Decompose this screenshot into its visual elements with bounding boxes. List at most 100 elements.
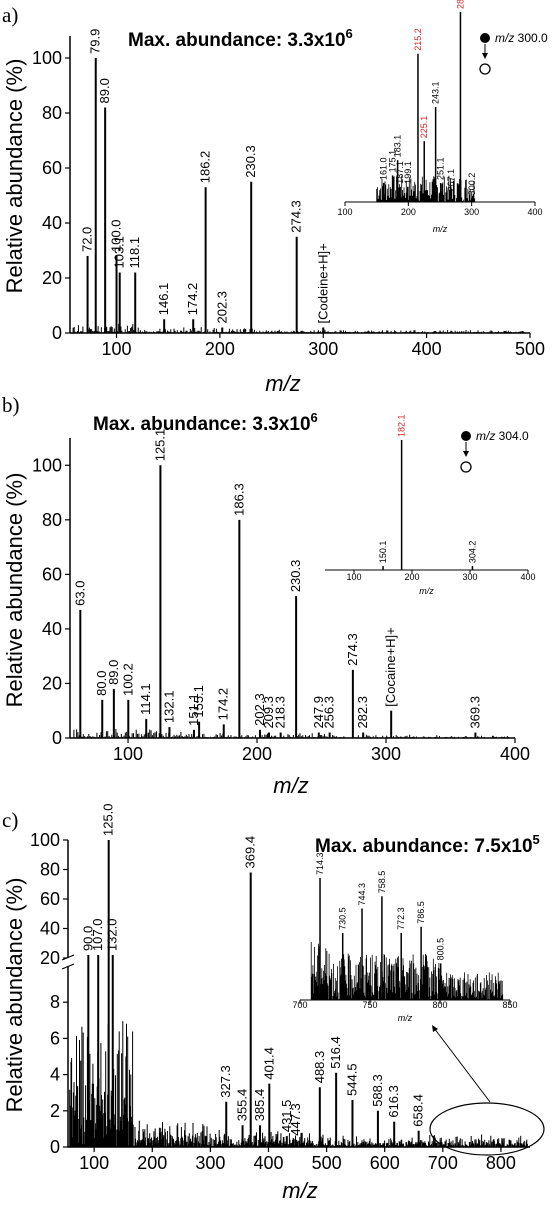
x-tick-label-c-1: 200 (137, 1153, 167, 1173)
inset-x-tick-label-a-3: 400 (527, 207, 542, 217)
inset-peak-label-c-2: 744.3 (357, 883, 367, 906)
inset-peak-label-c-5: 786.5 (416, 901, 426, 924)
inset-peak-label-a-0: 161.0 (379, 157, 389, 180)
peak-label-c-16: 658.4 (411, 1094, 426, 1127)
peak-label-b-7: 151.1 (186, 693, 201, 726)
peak-label-b-6: 132.1 (161, 691, 176, 724)
peak-label-c-0: 90.0 (80, 926, 95, 951)
peak-label-a-11: 274.3 (289, 200, 304, 233)
peak-label-b-11: 202.3 (252, 693, 267, 726)
inset-peak-label-a-6: 225.1 (419, 116, 429, 139)
inset-x-tick-label-b-0: 100 (346, 572, 361, 582)
max-abundance-exp-b: 6 (311, 410, 318, 425)
precursor-mz-value-a: 300.0 (514, 31, 548, 45)
peak-label-b-8: 155.1 (191, 685, 206, 718)
peak-label-b-1: 80.0 (94, 671, 109, 696)
inset-c: 714.3 730.5 744.3 758.5 772.3 786.5 800.5 700 75… (292, 852, 517, 1023)
panel-label-c: c) (2, 808, 18, 832)
inset-x-tick-label-b-3: 400 (520, 572, 535, 582)
peak-label-a-6: 146.1 (156, 283, 171, 316)
precursor-arrow-head-a (482, 53, 488, 59)
y-tick-label-c-yticks_lower-1: 2 (50, 1101, 60, 1121)
pointer-arrow-head-c (432, 1025, 438, 1032)
precursor-mz-label-b: m/z (476, 429, 495, 443)
y-tick-label-b-yticks-4: 80 (42, 510, 62, 530)
inset-x-axis-title-b: m/z (419, 586, 434, 596)
peak-label-c-10: 447.3 (288, 1103, 303, 1136)
y-tick-label-b-yticks-2: 40 (42, 619, 62, 639)
svg-text:Max. abundance: 7.5x105: Max. abundance: 7.5x105 (315, 832, 540, 857)
peak-label-b-17: 274.3 (345, 633, 360, 666)
peak-label-c-6: 369.4 (243, 836, 258, 869)
x-tick-label-b-1: 200 (242, 744, 272, 764)
peak-label-c-11: 488.3 (312, 1051, 327, 1084)
x-tick-label-b-2: 300 (371, 744, 401, 764)
peak-label-c-1: 107.0 (90, 919, 105, 952)
inset-peak-label-b-1: 182.1 (397, 414, 407, 437)
x-tick-label-c-3: 400 (253, 1153, 283, 1173)
peak-label-c-4: 327.3 (218, 1065, 233, 1098)
y-tick-label-c-yticks_upper-4: 100 (30, 830, 60, 850)
y-tick-label-b-yticks-3: 60 (42, 564, 62, 584)
inset-peak-label-a-2: 183.1 (393, 135, 403, 158)
noise-trace-b (73, 728, 510, 738)
peak-label-b-5: 125.1 (152, 429, 167, 462)
panel-c: c) Max. abundance: 7.5x105 Relative abun… (2, 803, 545, 1203)
y-tick-label-c-yticks_upper-3: 80 (40, 860, 60, 880)
inset-x-tick-label-b-2: 300 (462, 572, 477, 582)
inset-peak-label-a-7: 243.1 (431, 81, 441, 104)
y-tick-label-a-yticks-4: 80 (42, 103, 62, 123)
y-tick-label-a-yticks-0: 0 (52, 323, 62, 343)
svg-text:Max. abundance: 3.3x106: Max. abundance: 3.3x106 (93, 410, 318, 435)
peak-label-a-5: 118.1 (127, 237, 142, 269)
peak-label-c-5: 355.4 (235, 1089, 250, 1122)
highlight-ellipse-c (429, 1102, 545, 1156)
axis-break-mark-top-c (61, 954, 75, 961)
inset-peak-label-c-4: 772.3 (396, 907, 406, 930)
inset-peak-label-a-9: 267.1 (446, 169, 456, 192)
inset-peak-label-c-3: 758.5 (377, 871, 387, 894)
peak-label-a-3: 100.0 (109, 219, 124, 252)
peak-label-c-3: 132.0 (105, 919, 120, 952)
peak-label-b-19: [Cocaine+H]+ (383, 627, 398, 707)
x-tick-label-c-0: 100 (79, 1153, 109, 1173)
y-tick-label-b-yticks-5: 100 (32, 455, 62, 475)
y-axis-title-b: Relative abundance (%) (2, 473, 27, 708)
max-abundance-a: Max. abundance: 3.3x10 (128, 30, 346, 51)
x-tick-label-a-3: 400 (412, 339, 442, 359)
axis-break-gap-c (65, 958, 71, 966)
peak-label-a-4: 103.1 (112, 236, 127, 269)
inset-peak-label-a-11: 300.2 (467, 173, 477, 196)
precursor-label-a: m/z 300.0 (495, 31, 548, 45)
peak-label-b-20: 369.3 (467, 696, 482, 729)
peak-label-a-12: [Codeine+H]+ (315, 243, 330, 323)
pointer-arrow-line-c (433, 1027, 491, 1103)
peak-label-c-7: 385.4 (252, 1089, 267, 1122)
y-tick-label-c-yticks_upper-0: 20 (40, 948, 60, 968)
x-tick-label-c-5: 600 (370, 1153, 400, 1173)
x-axis-title-c: m/z (282, 1178, 317, 1203)
inset-x-axis-title-c: m/z (398, 1013, 413, 1023)
x-tick-label-a-1: 200 (205, 339, 235, 359)
x-tick-label-c-4: 500 (312, 1153, 342, 1173)
product-open-circle-a (479, 63, 491, 75)
inset-x-tick-label-c-0: 700 (292, 1000, 307, 1010)
peak-label-a-2: 89.0 (97, 78, 112, 103)
max-abundance-b: Max. abundance: 3.3x10 (93, 414, 311, 435)
inset-x-tick-label-b-1: 200 (404, 572, 419, 582)
inset-peak-label-c-6: 800.5 (436, 938, 446, 961)
peak-label-c-12: 516.4 (328, 1036, 343, 1069)
peak-label-b-3: 100.2 (120, 663, 135, 696)
peak-label-b-16: 256.3 (322, 696, 337, 729)
max-abundance-c: Max. abundance: 7.5x10 (315, 836, 533, 857)
inset-peak-label-a-3: 187.1 (395, 161, 405, 184)
panel-label-a: a) (2, 3, 18, 27)
peak-label-a-8: 186.2 (198, 151, 213, 184)
x-tick-label-a-4: 500 (515, 339, 545, 359)
x-tick-label-b-3: 400 (500, 744, 530, 764)
y-tick-label-a-yticks-1: 20 (42, 268, 62, 288)
precursor-mz-label-a: m/z (495, 31, 514, 45)
precursor-label-b: m/z 304.0 (476, 429, 529, 443)
